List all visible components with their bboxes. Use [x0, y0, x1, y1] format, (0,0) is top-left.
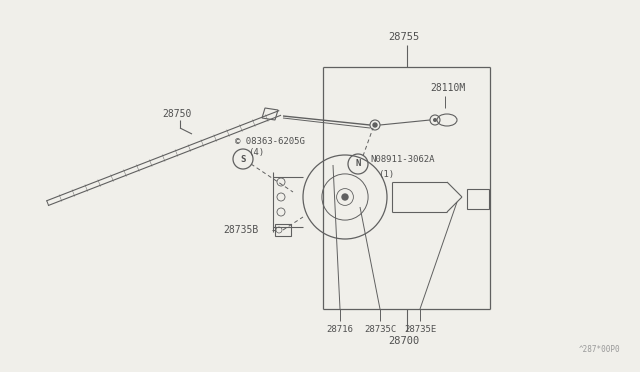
Text: (1): (1) [378, 170, 394, 179]
Bar [467, 189, 489, 209]
Text: N: N [355, 160, 361, 169]
Text: N08911-3062A: N08911-3062A [370, 155, 435, 164]
Circle shape [433, 118, 437, 122]
Text: S: S [240, 154, 246, 164]
Text: 28755: 28755 [388, 32, 420, 42]
Text: 28735B: 28735B [223, 225, 259, 235]
Text: 28110M: 28110M [430, 83, 465, 93]
Text: 28735E: 28735E [404, 324, 436, 334]
Text: 28700: 28700 [388, 336, 420, 346]
Circle shape [373, 123, 377, 127]
Text: © 08363-6205G: © 08363-6205G [235, 137, 305, 145]
Text: 28750: 28750 [162, 109, 191, 119]
Circle shape [342, 194, 348, 200]
Text: (4): (4) [248, 148, 264, 157]
Text: 28716: 28716 [326, 324, 353, 334]
Text: 28735C: 28735C [364, 324, 396, 334]
Bar [275, 224, 291, 236]
Text: ^287*00P0: ^287*00P0 [579, 345, 620, 354]
